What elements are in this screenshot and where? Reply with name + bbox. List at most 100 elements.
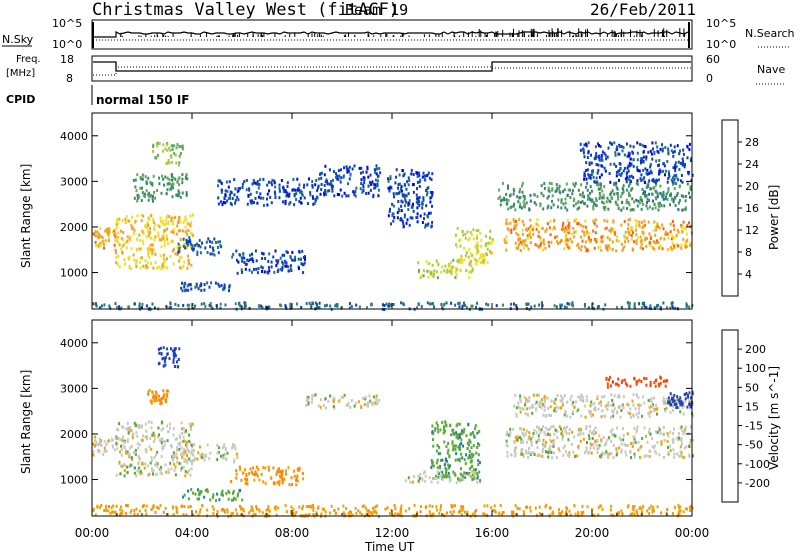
power-cell [525,201,528,205]
power-cell [521,206,523,210]
power-cell [689,185,692,189]
power-cell [663,164,666,168]
power-cell [656,149,659,153]
velocity-cell [657,382,660,386]
power-cell [514,208,517,212]
power-cell [429,200,432,204]
velocity-cell [610,452,613,456]
velocity-cell [478,429,481,433]
power-cell [490,251,493,255]
velocity-cell [483,513,486,516]
power-cell [215,304,218,308]
power-cell [98,306,101,310]
velocity-cell [505,439,508,443]
power-cell [159,254,162,258]
power-cell [662,169,664,173]
velocity-cell [672,408,675,412]
date-title: 26/Feb/2011 [590,0,696,19]
velocity-cell [342,395,345,399]
velocity-cell [479,478,482,482]
power-cell [662,301,665,305]
power-cell [113,233,116,237]
power-cell [656,195,659,199]
velocity-cell [519,397,522,401]
power-cell [654,189,657,193]
power-cell [675,175,678,179]
velocity-cell [676,452,679,456]
power-cell [640,241,643,245]
power-cell [598,154,600,158]
power-cell [243,256,246,260]
power-cell [205,240,208,244]
power-cell [677,178,680,182]
power-cell [576,201,579,205]
power-cell [517,200,520,204]
velocity-cell [262,480,265,484]
power-cell [326,189,329,193]
velocity-cell [165,389,168,393]
velocity-cell [474,424,477,428]
power-cell [230,203,233,207]
velocity-cell [594,439,597,443]
power-cell [526,244,529,248]
velocity-cell [523,512,526,516]
power-cell [383,304,386,307]
power-cell [411,203,414,207]
power-cell [630,180,633,184]
power-cell [644,238,646,242]
power-cell [170,230,173,234]
power-cell [649,241,652,244]
power-cell [642,155,645,159]
power-cell [616,192,619,195]
velocity-cell [226,451,229,455]
velocity-cell [644,434,647,438]
velocity-cell [295,483,298,487]
velocity-cell [450,505,453,509]
velocity-cell [142,504,145,508]
power-cell [268,269,271,273]
power-cell [178,215,181,219]
power-cell [593,201,596,205]
power-cell [551,199,553,203]
velocity-cell [564,450,567,454]
velocity-cell [624,450,627,454]
velocity-cell [272,466,275,470]
power-cell [658,170,661,173]
power-cell [114,302,117,306]
velocity-cell [167,468,170,472]
velocity-cell [460,476,463,480]
power-cell [247,194,250,197]
power-cell [403,173,406,177]
power-cell [407,203,410,207]
power-cell [655,183,657,187]
power-cell [211,252,214,256]
power-cell [145,235,148,239]
velocity-cell [641,414,644,418]
power-cell [212,248,215,252]
power-cell [245,262,248,266]
power-cell [668,172,670,176]
power-cell [560,206,563,210]
power-cell [189,240,192,244]
power-cell [172,186,174,190]
velocity-cell [466,513,469,517]
power-cell [114,235,117,239]
power-cell [644,236,647,240]
velocity-cell [537,434,540,438]
velocity-cell [662,426,665,430]
power-cell [580,183,583,187]
velocity-cell [254,473,256,477]
velocity-cell [161,420,163,424]
velocity-cell [235,469,238,473]
velocity-cell [179,436,182,440]
velocity-cell [212,495,214,499]
power-cell [532,225,535,229]
velocity-cell [436,427,439,431]
velocity-cell [637,440,640,444]
velocity-cell [153,437,156,441]
velocity-cell [430,458,433,462]
velocity-cell [306,395,309,399]
power-cell [589,176,592,180]
power-cell [529,218,532,222]
power-cell [347,169,350,173]
